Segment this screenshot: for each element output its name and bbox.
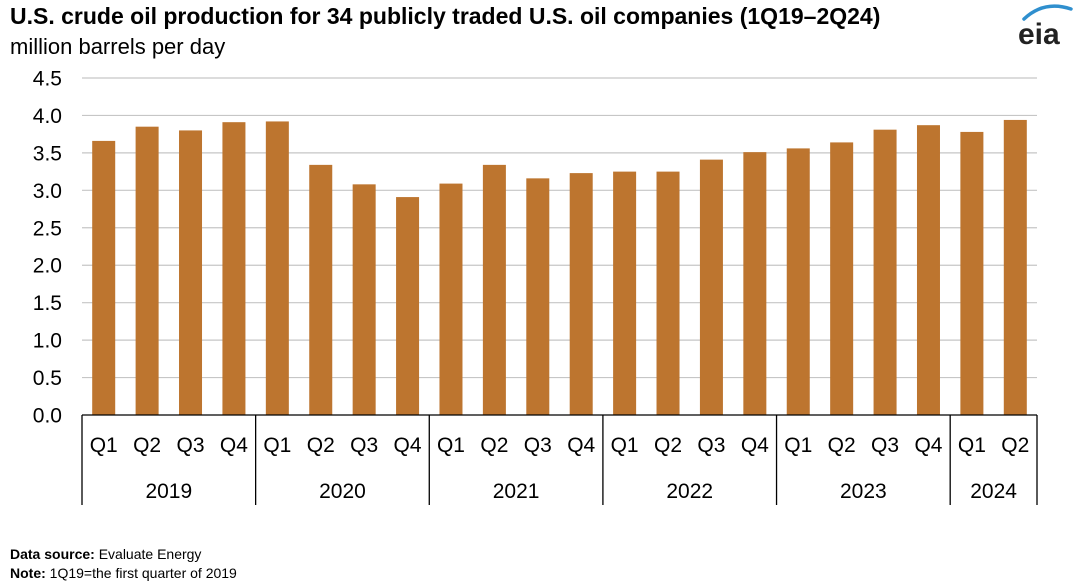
eia-logo-text: eia [1018, 18, 1060, 48]
chart-title: U.S. crude oil production for 34 publicl… [10, 3, 881, 29]
bars [92, 119, 1027, 416]
y-tick-label: 4.0 [33, 105, 62, 128]
y-tick-label: 0.5 [33, 367, 62, 390]
x-tick-label: Q4 [741, 434, 769, 457]
x-tick-label: Q2 [307, 434, 335, 457]
bar [439, 183, 463, 415]
x-tick-label: Q1 [90, 434, 118, 457]
x-tick-label: Q2 [1001, 434, 1029, 457]
y-tick-label: 3.5 [33, 142, 62, 165]
bar [482, 164, 506, 415]
bar [1003, 119, 1027, 415]
bar [613, 171, 637, 415]
year-group-label: 2024 [970, 480, 1017, 503]
x-tick-label: Q4 [914, 434, 942, 457]
bar [265, 121, 289, 416]
y-tick-label: 2.0 [33, 255, 62, 278]
bar [135, 126, 159, 415]
bar [743, 152, 767, 415]
x-tick-label: Q4 [394, 434, 422, 457]
bar [92, 140, 116, 415]
data-source-note: Data source: Evaluate Energy [10, 546, 201, 562]
x-tick-label: Q1 [958, 434, 986, 457]
bar [526, 178, 550, 415]
x-tick-label: Q2 [654, 434, 682, 457]
x-tick-label: Q1 [784, 434, 812, 457]
year-group-label: 2020 [319, 480, 366, 503]
x-tick-label: Q1 [611, 434, 639, 457]
eia-logo: eia [1014, 2, 1076, 51]
data-source-label: Data source: [10, 546, 95, 562]
year-group-label: 2019 [145, 480, 192, 503]
bar [396, 197, 420, 415]
bar [873, 129, 897, 415]
bar [222, 122, 246, 415]
bar [786, 148, 810, 415]
x-tick-label: Q2 [828, 434, 856, 457]
y-tick-label: 1.5 [33, 292, 62, 315]
bar [699, 159, 723, 415]
bar [179, 130, 203, 415]
bar [352, 184, 376, 415]
y-axis-unit-label: million barrels per day [10, 34, 226, 59]
year-group-label: 2023 [840, 480, 887, 503]
bar [830, 142, 854, 415]
year-group-label: 2022 [666, 480, 713, 503]
eia-leaf-arc-icon: eia [1018, 4, 1073, 51]
y-tick-label: 4.5 [33, 68, 62, 91]
x-tick-label: Q1 [263, 434, 291, 457]
x-tick-label: Q2 [480, 434, 508, 457]
bar [960, 131, 984, 416]
bar [916, 125, 940, 416]
y-tick-label: 0.0 [33, 405, 62, 428]
x-tick-label: Q2 [133, 434, 161, 457]
x-tick-label: Q4 [220, 434, 248, 457]
bar-chart: 0.00.51.01.52.02.53.03.54.04.5 Q1 Q2 Q3 Q4 Q… [33, 68, 1038, 505]
x-tick-label: Q1 [437, 434, 465, 457]
bar [569, 173, 593, 415]
y-tick-label: 1.0 [33, 330, 62, 353]
footnote: Note: 1Q19=the first quarter of 2019 [10, 565, 237, 581]
x-tick-label: Q3 [350, 434, 378, 457]
x-tick-label: Q3 [524, 434, 552, 457]
footnote-label: Note: [10, 565, 46, 581]
year-group-label: 2021 [493, 480, 540, 503]
x-tick-label: Q3 [177, 434, 205, 457]
y-tick-label: 2.5 [33, 217, 62, 240]
bar [656, 171, 680, 415]
footnote-value: 1Q19=the first quarter of 2019 [45, 565, 237, 581]
y-tick-label: 3.0 [33, 180, 62, 203]
x-axis: Q1 Q2 Q3 Q4 Q1 Q2 Q3 Q4 Q1 Q2 Q3 Q4 Q1 Q2 Q3 Q4 Q1 Q2 Q3 Q4… [81, 414, 1038, 505]
data-source-value: Evaluate Energy [94, 546, 202, 562]
x-tick-label: Q3 [871, 434, 899, 457]
bar [309, 164, 333, 415]
y-axis: 0.0 0.5 1.0 1.5 2.0 2.5 3.0 3.5 4.0 4.5 [33, 68, 62, 428]
x-tick-label: Q4 [567, 434, 595, 457]
x-tick-label: Q3 [697, 434, 725, 457]
